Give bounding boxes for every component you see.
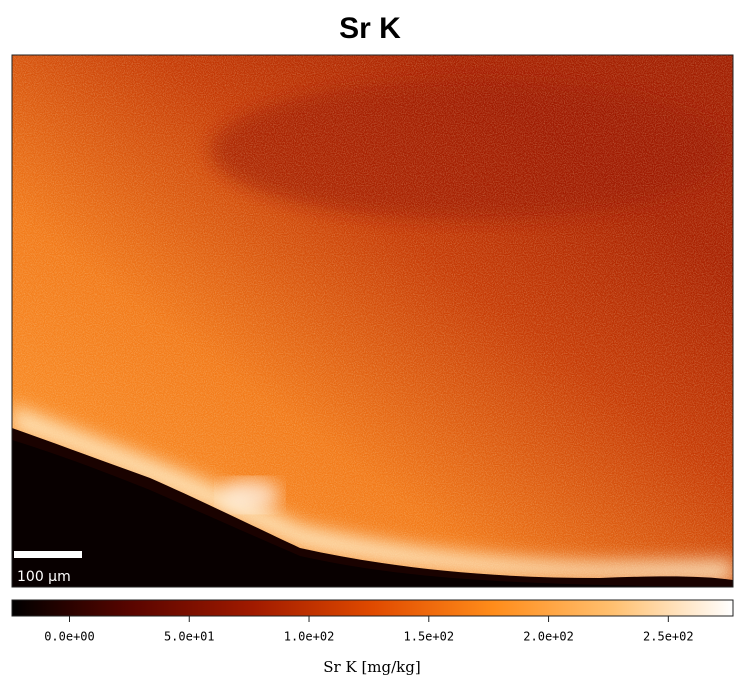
colorbar-label: Sr K [mg/kg] (323, 658, 420, 676)
colorbar-tick-label: 1.0e+02 (284, 630, 335, 644)
colorbar-tick-label: 5.0e+01 (164, 630, 215, 644)
image-frame (11, 54, 734, 588)
colorbar (11, 599, 734, 617)
colorbar-tick-label: 1.5e+02 (404, 630, 455, 644)
colorbar-tick-label: 2.5e+02 (643, 630, 694, 644)
chart-title: Sr K (339, 12, 401, 45)
scale-bar-label: 100 μm (17, 569, 71, 585)
heatmap-image (12, 55, 733, 587)
colorbar-tick-label: 2.0e+02 (523, 630, 574, 644)
colorbar-tick-label: 0.0e+00 (44, 630, 95, 644)
